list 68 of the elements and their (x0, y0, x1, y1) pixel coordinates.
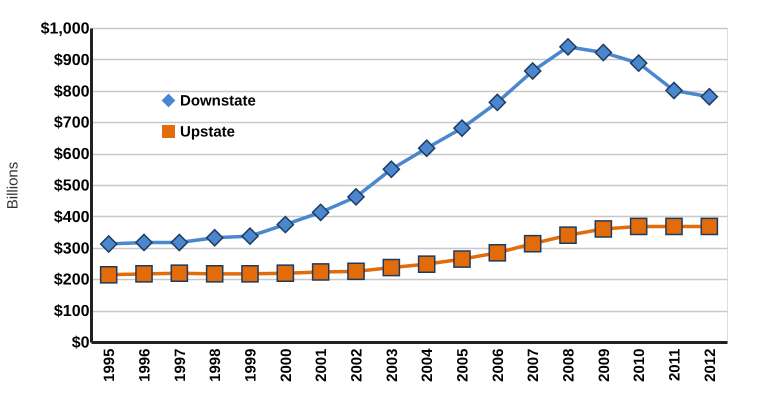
x-tick-label: 2003 (384, 348, 401, 382)
x-tick-label: 2005 (454, 348, 472, 382)
point (170, 234, 188, 252)
point (594, 44, 612, 62)
point (100, 235, 118, 253)
point (665, 218, 683, 236)
point (170, 264, 188, 282)
point (418, 139, 436, 158)
point (382, 160, 400, 178)
point (488, 244, 506, 262)
x-tick-label: 2010 (631, 348, 648, 382)
point (347, 262, 365, 280)
point (453, 250, 471, 268)
y-tick-label: $1,000 (40, 20, 90, 38)
y-tick-label: $500 (54, 178, 90, 194)
y-tick-label: $800 (54, 83, 90, 100)
y-tick-label: $0 (72, 334, 90, 352)
point (418, 255, 436, 273)
y-tick-label: $900 (54, 52, 90, 69)
x-tick-label: 2007 (525, 348, 542, 382)
x-tick-label: 1999 (242, 348, 260, 382)
point (100, 266, 118, 284)
point (312, 263, 330, 281)
x-tick-label: 2009 (596, 348, 613, 382)
point (700, 218, 718, 236)
point (241, 265, 259, 283)
x-tick-label: 2006 (490, 348, 507, 382)
x-tick-label: 2004 (419, 348, 436, 382)
point (206, 265, 224, 283)
y-axis-title: Billions (4, 162, 22, 210)
y-tick-label: $200 (54, 272, 90, 289)
point (135, 234, 153, 252)
point (453, 119, 471, 137)
y-tick-label: $600 (54, 146, 90, 164)
point (630, 218, 648, 236)
point (347, 188, 365, 206)
point (630, 54, 648, 72)
x-tick-label: 2000 (278, 348, 295, 382)
y-tick-label: $300 (54, 240, 90, 258)
point (700, 88, 718, 106)
point (665, 82, 683, 100)
point (524, 234, 542, 253)
point (559, 226, 577, 244)
point (206, 228, 224, 247)
y-tick-label: $100 (54, 303, 90, 320)
point (135, 265, 153, 283)
x-tick-label: 2001 (313, 348, 330, 382)
legend-label: Downstate (180, 92, 256, 110)
x-tick-label: 1996 (136, 348, 154, 382)
x-tick-label: 2002 (348, 348, 366, 382)
point (312, 204, 330, 222)
x-tick-label: 1998 (207, 348, 224, 382)
y-tick-label: $700 (54, 114, 90, 132)
point (241, 227, 259, 245)
point (594, 220, 612, 238)
x-tick-label: 1997 (172, 348, 189, 382)
point (524, 62, 542, 80)
point (276, 264, 294, 282)
point (559, 38, 577, 56)
legend-label: Upstate (180, 124, 236, 140)
point (276, 216, 294, 234)
y-tick-label: $400 (54, 208, 90, 226)
x-tick-label: 2011 (666, 348, 684, 382)
x-tick-label: 1995 (101, 348, 118, 382)
point (488, 94, 506, 112)
x-tick-label: 2012 (702, 348, 719, 382)
x-tick-label: 2008 (560, 348, 578, 382)
point (382, 258, 400, 276)
